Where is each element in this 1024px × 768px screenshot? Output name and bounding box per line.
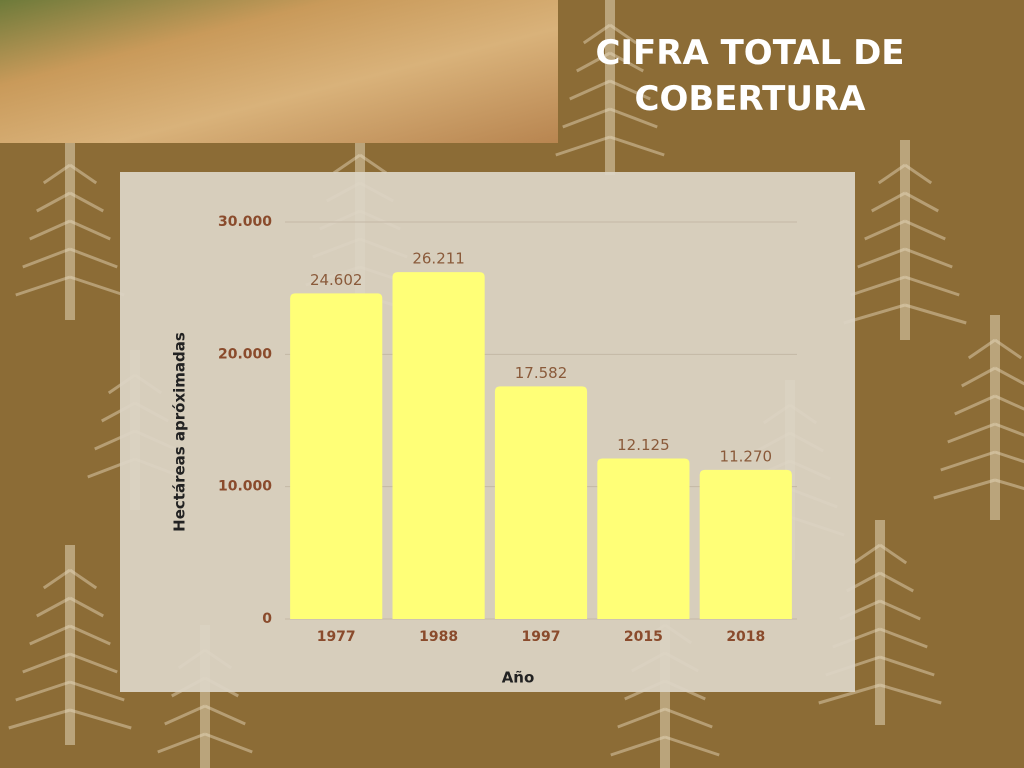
tree-branch — [42, 163, 98, 185]
x-tick-label: 1997 — [522, 629, 561, 645]
tree-branch — [36, 191, 104, 213]
tree-branch — [29, 219, 111, 241]
y-axis-label: Hectáreas apróximadas — [171, 332, 189, 532]
y-tick-label: 10.000 — [218, 479, 272, 495]
tree-branch — [610, 735, 720, 757]
x-axis-label: Año — [502, 669, 535, 687]
tree-branch — [850, 275, 960, 297]
tree-branch — [569, 79, 651, 101]
header-photo — [0, 0, 558, 143]
tree-branch — [940, 450, 1024, 472]
value-label: 17.582 — [515, 364, 568, 382]
tree-branch — [8, 708, 132, 730]
tree-branch — [332, 153, 388, 175]
bar — [494, 386, 588, 619]
tree-branch — [933, 478, 1024, 500]
x-tick-label: 1988 — [419, 629, 458, 645]
bar — [392, 272, 485, 619]
value-label: 12.125 — [617, 436, 670, 454]
x-tick-label: 2018 — [726, 629, 765, 645]
tree-branch — [29, 624, 111, 646]
bar — [290, 293, 383, 619]
tree-branch — [864, 219, 946, 241]
tree-branch — [871, 191, 939, 213]
tree-branch — [617, 707, 713, 729]
title: CIFRA TOTAL DE COBERTURA — [595, 33, 905, 119]
tree-branch — [22, 652, 118, 674]
tree-branch — [852, 543, 908, 565]
tree-branch — [555, 135, 665, 157]
tree-branch — [961, 366, 1024, 388]
value-label: 11.270 — [720, 447, 773, 465]
y-tick-label: 20.000 — [218, 346, 272, 362]
tree-branch — [954, 394, 1024, 416]
tree-branch — [164, 704, 246, 726]
tree-branch — [857, 247, 953, 269]
x-tick-label: 1977 — [317, 629, 356, 645]
tree-branch — [818, 683, 942, 705]
tree-branch — [562, 107, 658, 129]
y-tick-label: 30.000 — [218, 214, 272, 230]
tree-branch — [967, 338, 1023, 360]
tree-branch — [877, 163, 933, 185]
bar — [699, 469, 792, 619]
tree-branch — [36, 596, 104, 618]
tree-branch — [42, 568, 98, 590]
tree-branch — [157, 732, 253, 754]
tree-branch — [22, 247, 118, 269]
x-tick-label: 2015 — [624, 629, 663, 645]
bar — [597, 458, 690, 619]
tree-branch — [15, 275, 125, 297]
value-label: 24.602 — [310, 271, 363, 289]
tree-branch — [582, 23, 638, 45]
value-label: 26.211 — [412, 250, 465, 268]
tree-branch — [947, 422, 1024, 444]
y-tick-label: 0 — [262, 611, 272, 627]
tree-branch — [576, 51, 644, 73]
tree-branch — [15, 680, 125, 702]
